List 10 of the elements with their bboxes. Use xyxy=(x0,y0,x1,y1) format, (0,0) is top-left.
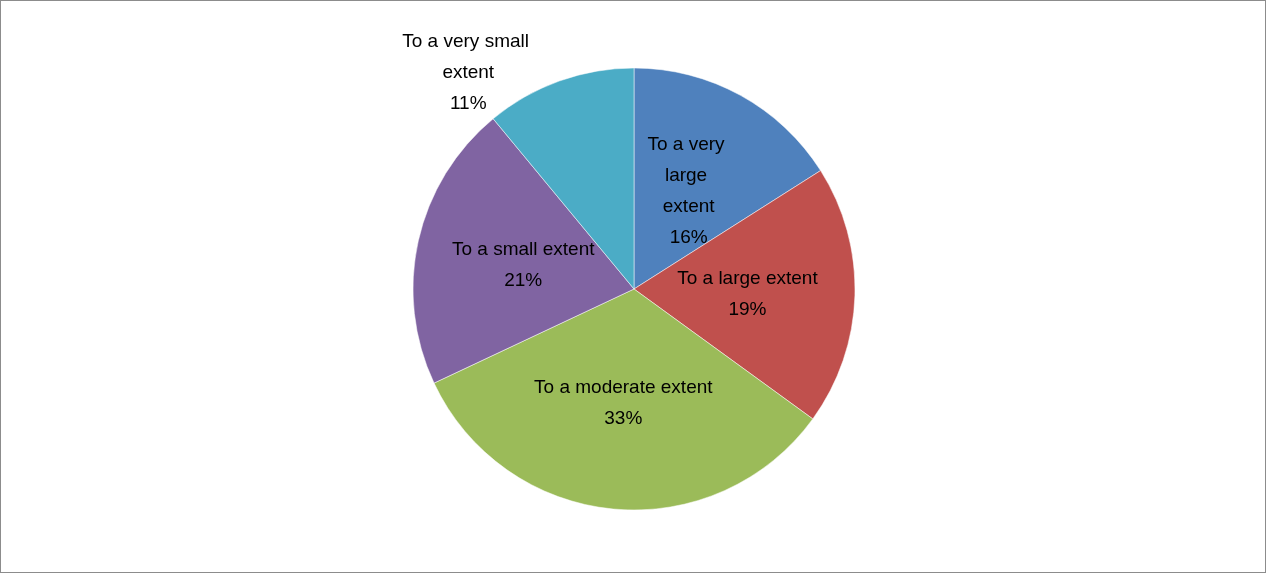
slice-label: To a very large extent xyxy=(647,132,730,216)
data-label: 16% xyxy=(669,225,708,247)
data-label: 33% xyxy=(604,407,643,428)
data-label: 21% xyxy=(504,269,543,291)
slice-label: To a moderate extent xyxy=(534,376,714,397)
data-label: 11% xyxy=(449,92,487,114)
slice-label: To a small extent xyxy=(451,238,596,260)
slice-label: To a large extent xyxy=(677,266,819,288)
slice-label: To a very small extent xyxy=(402,30,535,83)
data-label: 19% xyxy=(728,297,767,319)
